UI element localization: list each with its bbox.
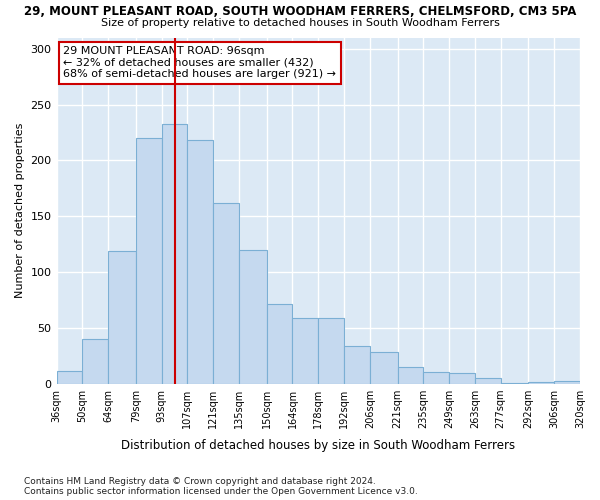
Bar bbox=[108, 251, 136, 384]
Bar bbox=[187, 140, 213, 384]
Bar bbox=[554, 380, 580, 384]
Bar bbox=[136, 138, 161, 384]
X-axis label: Distribution of detached houses by size in South Woodham Ferrers: Distribution of detached houses by size … bbox=[121, 440, 515, 452]
Bar bbox=[239, 250, 266, 384]
Bar bbox=[449, 373, 475, 384]
Bar bbox=[424, 372, 449, 384]
Text: Contains HM Land Registry data © Crown copyright and database right 2024.: Contains HM Land Registry data © Crown c… bbox=[24, 477, 376, 486]
Bar bbox=[398, 368, 424, 384]
Bar bbox=[529, 382, 554, 384]
Bar bbox=[213, 203, 239, 384]
Text: Contains public sector information licensed under the Open Government Licence v3: Contains public sector information licen… bbox=[24, 487, 418, 496]
Bar bbox=[266, 304, 292, 384]
Bar bbox=[318, 318, 344, 384]
Bar bbox=[82, 340, 108, 384]
Text: 29 MOUNT PLEASANT ROAD: 96sqm
← 32% of detached houses are smaller (432)
68% of : 29 MOUNT PLEASANT ROAD: 96sqm ← 32% of d… bbox=[64, 46, 337, 80]
Bar bbox=[501, 383, 529, 384]
Bar bbox=[161, 124, 187, 384]
Text: Size of property relative to detached houses in South Woodham Ferrers: Size of property relative to detached ho… bbox=[101, 18, 499, 28]
Bar bbox=[292, 318, 318, 384]
Y-axis label: Number of detached properties: Number of detached properties bbox=[15, 123, 25, 298]
Text: 29, MOUNT PLEASANT ROAD, SOUTH WOODHAM FERRERS, CHELMSFORD, CM3 5PA: 29, MOUNT PLEASANT ROAD, SOUTH WOODHAM F… bbox=[24, 5, 576, 18]
Bar bbox=[475, 378, 501, 384]
Bar bbox=[370, 352, 398, 384]
Bar bbox=[56, 370, 82, 384]
Bar bbox=[344, 346, 370, 384]
